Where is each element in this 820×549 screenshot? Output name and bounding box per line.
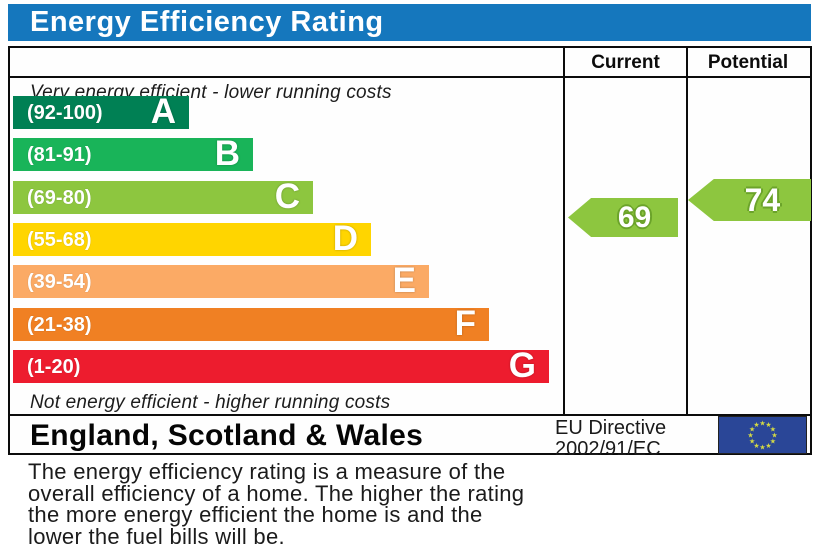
svg-text:★: ★ (759, 444, 765, 452)
svg-text:★: ★ (765, 442, 771, 450)
column-header-potential: Potential (707, 52, 789, 73)
column-divider (563, 48, 565, 414)
band-c: (69-80) C (13, 177, 313, 216)
region-label: England, Scotland & Wales (30, 419, 424, 452)
band-a: (92-100) A (13, 92, 189, 131)
svg-text:★: ★ (747, 432, 753, 440)
column-divider (686, 48, 688, 414)
potential-rating-arrow: 74 (688, 179, 811, 221)
band-range-label: (69-80) (27, 187, 92, 209)
band-b: (81-91) B (13, 134, 253, 173)
description-paragraph: The energy efficiency rating is a measur… (28, 461, 788, 547)
description-line: overall efficiency of a home. The higher… (28, 480, 525, 506)
band-g: (1-20) G (13, 346, 549, 385)
potential-rating-value: 74 (744, 182, 781, 218)
band-range-label: (1-20) (27, 356, 81, 378)
band-range-label: (55-68) (27, 229, 92, 251)
svg-text:★: ★ (749, 438, 755, 446)
band-d: (55-68) D (13, 219, 371, 258)
band-range-label: (21-38) (27, 314, 92, 336)
epc-rating-table: Current Potential Very energy efficient … (8, 46, 812, 460)
svg-text:★: ★ (753, 442, 759, 450)
svg-text:★: ★ (770, 438, 776, 446)
band-range-label: (39-54) (27, 271, 92, 293)
footer-row-divider (10, 414, 810, 416)
eu-flag-icon: ★ ★ ★ ★ ★ ★ ★ ★ ★ ★ ★ ★ (718, 416, 807, 454)
current-rating-arrow: 69 (568, 198, 678, 237)
svg-text:★: ★ (765, 421, 771, 429)
band-letter: B (214, 134, 240, 173)
current-rating-value: 69 (617, 201, 652, 234)
page-title: Energy Efficiency Rating (30, 6, 384, 38)
svg-text:★: ★ (770, 426, 776, 434)
band-range-label: (81-91) (27, 144, 92, 166)
band-range-label: (92-100) (27, 102, 103, 124)
band-letter: F (454, 304, 476, 343)
left-arrow-icon (688, 179, 811, 221)
svg-text:★: ★ (749, 426, 755, 434)
band-e: (39-54) E (13, 261, 429, 300)
band-letter: A (150, 92, 176, 131)
band-letter: G (508, 346, 536, 385)
svg-text:★: ★ (759, 420, 765, 428)
left-arrow-icon (568, 198, 678, 237)
eu-directive-line2: 2002/91/EC (555, 438, 661, 460)
description-line: the more energy efficient the home is an… (28, 502, 483, 527)
band-f: (21-38) F (13, 304, 489, 343)
description-line: The energy efficiency rating is a measur… (28, 459, 506, 484)
band-letter: C (274, 177, 300, 216)
header-row-divider (10, 76, 810, 78)
svg-text:★: ★ (753, 421, 759, 429)
bottom-note: Not energy efficient - higher running co… (30, 392, 391, 413)
description-line: lower the fuel bills will be. (28, 523, 285, 549)
title-bar: Energy Efficiency Rating (8, 4, 811, 41)
column-header-current: Current (591, 52, 660, 73)
eu-directive-line1: EU Directive (555, 417, 667, 439)
svg-text:★: ★ (771, 432, 777, 440)
band-letter: E (392, 261, 416, 300)
eu-directive-label: EU Directive 2002/91/EC (555, 418, 666, 460)
band-letter: D (332, 219, 358, 258)
